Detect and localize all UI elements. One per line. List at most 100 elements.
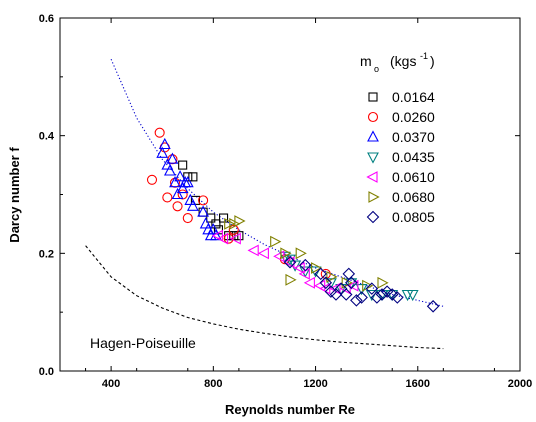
series-0.0610 bbox=[211, 229, 359, 295]
x-tick-label: 400 bbox=[102, 378, 120, 390]
data-point bbox=[161, 158, 174, 170]
data-point bbox=[211, 229, 223, 242]
points-layer bbox=[146, 127, 440, 313]
data-point bbox=[339, 288, 353, 301]
y-tick-label: 0.2 bbox=[39, 248, 54, 260]
data-point bbox=[270, 235, 282, 248]
data-point bbox=[216, 232, 229, 245]
data-point bbox=[169, 176, 181, 188]
data-point bbox=[198, 195, 209, 206]
series-0.0260 bbox=[146, 127, 331, 279]
data-point bbox=[377, 276, 389, 289]
data-point bbox=[229, 232, 241, 245]
data-point bbox=[341, 276, 353, 289]
legend-marker bbox=[367, 152, 379, 164]
data-point bbox=[158, 137, 171, 150]
legend-title-subscript: o bbox=[374, 64, 379, 74]
data-point bbox=[234, 215, 246, 227]
series-0.0680 bbox=[224, 215, 389, 292]
legend-title-close: ) bbox=[430, 53, 435, 69]
x-axis-title: Reynolds number Re bbox=[225, 402, 355, 417]
data-point bbox=[299, 258, 312, 272]
legend-label: 0.0805 bbox=[392, 209, 435, 225]
data-point bbox=[365, 282, 379, 295]
data-point bbox=[162, 192, 173, 203]
data-point bbox=[285, 273, 297, 286]
data-point bbox=[154, 127, 165, 138]
data-point bbox=[223, 233, 234, 244]
data-point bbox=[207, 223, 220, 235]
data-point bbox=[311, 262, 323, 274]
data-point bbox=[171, 187, 184, 200]
x-tick-label: 1200 bbox=[303, 378, 327, 390]
data-point bbox=[298, 267, 310, 280]
series-0.0805 bbox=[283, 255, 440, 313]
data-point bbox=[391, 291, 404, 304]
data-point bbox=[319, 276, 333, 290]
y-tick-label: 0.6 bbox=[39, 13, 54, 25]
data-point bbox=[211, 219, 221, 229]
data-point bbox=[163, 164, 176, 176]
data-point bbox=[326, 270, 338, 283]
data-point bbox=[280, 247, 292, 260]
data-point bbox=[156, 146, 169, 158]
data-point bbox=[347, 279, 359, 292]
data-point bbox=[184, 193, 197, 205]
data-point bbox=[166, 152, 179, 164]
legend-marker bbox=[367, 130, 379, 142]
hagen-poiseuille-curve bbox=[85, 245, 444, 350]
legend-title-exponent: -1 bbox=[420, 51, 428, 61]
data-point bbox=[314, 267, 327, 281]
x-tick-label: 2000 bbox=[508, 378, 532, 390]
data-point bbox=[228, 224, 239, 235]
data-point bbox=[406, 289, 419, 302]
legend-marker bbox=[366, 210, 380, 224]
data-point bbox=[283, 256, 295, 269]
legend-label: 0.0435 bbox=[392, 149, 435, 165]
data-point bbox=[345, 278, 358, 290]
data-point bbox=[197, 205, 210, 217]
legend-marker bbox=[366, 171, 378, 183]
legend-marker bbox=[368, 92, 378, 102]
curves-layer bbox=[85, 58, 444, 350]
data-point bbox=[257, 247, 269, 260]
data-point bbox=[206, 213, 216, 223]
legend-label: 0.0260 bbox=[392, 109, 435, 125]
data-point bbox=[219, 213, 229, 223]
y-tick-label: 0.4 bbox=[39, 131, 55, 143]
x-tick-label: 1600 bbox=[406, 378, 430, 390]
data-point bbox=[181, 176, 194, 188]
data-point bbox=[370, 291, 384, 304]
data-point bbox=[401, 289, 414, 302]
legend-marker bbox=[368, 191, 380, 203]
data-point bbox=[234, 231, 244, 241]
data-point bbox=[324, 278, 337, 290]
legend-items: 0.0164 0.0260 0.0370 0.0435 0.0610 0.0680 0.08… bbox=[366, 89, 435, 225]
data-point bbox=[283, 255, 297, 269]
y-axis-title: Darcy number f bbox=[7, 147, 22, 243]
data-point bbox=[426, 300, 440, 313]
data-point bbox=[350, 294, 363, 307]
data-point bbox=[186, 199, 199, 211]
y-axis: 0.0 0.2 0.4 0.6 bbox=[39, 13, 520, 378]
hagen-poiseuille-label: Hagen-Poiseuille bbox=[90, 335, 196, 351]
y-tick-label: 0.0 bbox=[39, 366, 54, 378]
legend: m o (kgs -1 ) 0.01640.02600.03700.04350.… bbox=[360, 51, 435, 225]
legend-marker bbox=[367, 111, 379, 123]
data-point bbox=[146, 174, 158, 185]
x-tick-label: 800 bbox=[204, 378, 222, 390]
data-point bbox=[174, 170, 187, 182]
data-point bbox=[178, 160, 188, 170]
plot-frame bbox=[59, 17, 521, 372]
data-point bbox=[172, 201, 183, 212]
legend-label: 0.0370 bbox=[392, 129, 435, 145]
data-point bbox=[375, 288, 389, 301]
data-point bbox=[355, 291, 368, 304]
x-axis: 400 800 1200 1600 2000 bbox=[85, 18, 532, 390]
data-point bbox=[188, 172, 198, 182]
data-point bbox=[335, 284, 348, 296]
legend-title-symbol: m bbox=[360, 53, 372, 69]
data-point bbox=[247, 244, 259, 257]
legend-title-unit: (kgs bbox=[390, 53, 416, 69]
